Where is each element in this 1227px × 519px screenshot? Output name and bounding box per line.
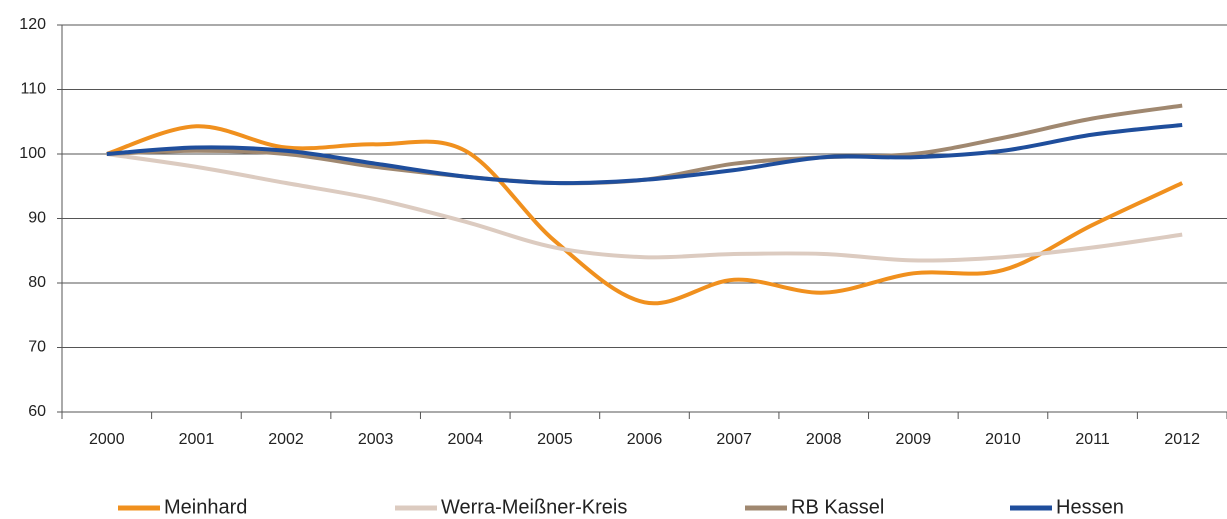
x-tick-label: 2005 (537, 431, 573, 448)
y-tick-label: 70 (28, 339, 46, 356)
y-tick-label: 90 (28, 210, 46, 227)
x-tick-label: 2003 (358, 431, 394, 448)
x-tick-label: 2001 (179, 431, 215, 448)
x-tick-label: 2000 (89, 431, 125, 448)
line (106, 122, 1183, 186)
y-tick-label: 60 (28, 403, 46, 420)
x-tick-label: 2008 (806, 431, 842, 448)
x-tick-label: 2010 (985, 431, 1021, 448)
x-tick-label: 2004 (447, 431, 483, 448)
legend-label: Hessen (1056, 496, 1124, 518)
x-tick-label: 2006 (627, 431, 663, 448)
y-tick-label: 80 (28, 274, 46, 291)
x-tick-label: 2009 (896, 431, 932, 448)
y-tick-label: 100 (19, 145, 46, 162)
line (106, 124, 1184, 306)
legend-label: Meinhard (164, 496, 247, 518)
x-tick-label: 2002 (268, 431, 304, 448)
x-tick-label: 2011 (1075, 431, 1110, 448)
x-tick-label: 2007 (716, 431, 752, 448)
legend-label: Werra-Meißner-Kreis (441, 496, 627, 518)
y-tick-label: 110 (20, 81, 46, 98)
line (106, 152, 1183, 263)
x-tick-label: 2012 (1164, 431, 1200, 448)
y-tick-label: 120 (19, 16, 46, 33)
legend-label: RB Kassel (791, 496, 884, 518)
